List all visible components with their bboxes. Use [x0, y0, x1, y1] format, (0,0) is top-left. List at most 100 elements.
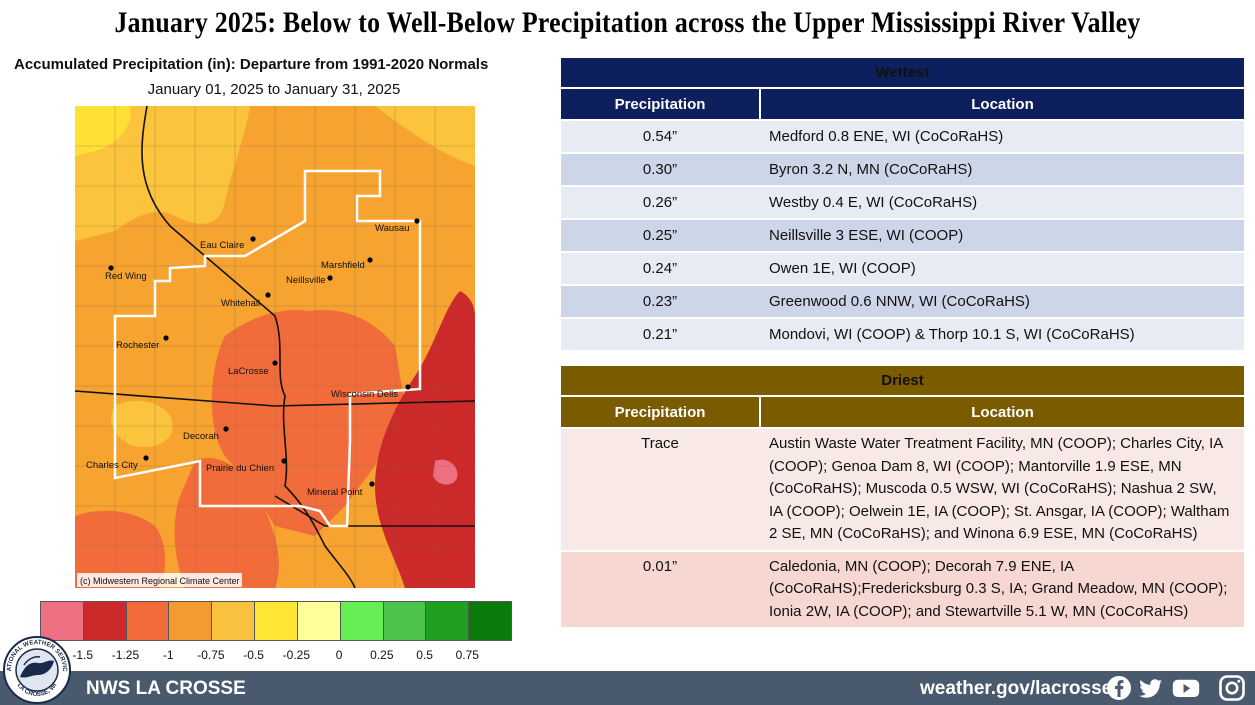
city-label: Charles City: [86, 460, 138, 471]
legend-swatch: [83, 602, 127, 640]
precip-value: 0.30”: [561, 154, 759, 185]
location-value: Mondovi, WI (COOP) & Thorp 10.1 S, WI (C…: [759, 319, 1244, 350]
map-title: Accumulated Precipitation (in): Departur…: [14, 56, 489, 73]
legend-tick-label: -1: [162, 648, 174, 662]
legend-swatch: [469, 602, 511, 640]
wettest-col-location: Location: [759, 89, 1244, 119]
table-row: 0.21” Mondovi, WI (COOP) & Thorp 10.1 S, …: [561, 319, 1244, 350]
city-marker: [414, 218, 420, 224]
location-value: Medford 0.8 ENE, WI (CoCoRaHS): [759, 121, 1244, 152]
legend-swatch: [41, 602, 84, 640]
city-label: Neillsville: [286, 275, 326, 286]
precip-value: 0.23”: [561, 286, 759, 317]
wettest-col-precipitation: Precipitation: [561, 89, 759, 119]
city-label: Marshfield: [321, 260, 365, 271]
map-yellow-region: [75, 106, 250, 241]
map-credit-bg: [77, 573, 242, 587]
legend-tick-label: 0: [335, 648, 343, 662]
city-marker: [369, 481, 375, 487]
location-value: Neillsville 3 ESE, WI (COOP): [759, 220, 1244, 251]
city-label: Mineral Point: [307, 487, 363, 498]
table-row: 0.01” Caledonia, MN (COOP); Decorah 7.9 E…: [561, 551, 1244, 627]
legend-tick-label: -1.25: [111, 648, 140, 662]
precip-value: 0.54”: [561, 121, 759, 152]
map-dark-red-region: [375, 291, 475, 588]
precip-value: 0.21”: [561, 319, 759, 350]
legend-swatch: [255, 602, 298, 640]
city-label: Red Wing: [105, 271, 147, 282]
legend-tick-label: -1.5: [72, 648, 94, 662]
table-row: Trace Austin Waste Water Treatment Facili…: [561, 429, 1244, 550]
city-label: Wisconsin Dells: [331, 389, 398, 400]
table-row: 0.24” Owen 1E, WI (COOP): [561, 253, 1244, 284]
city-marker: [223, 426, 229, 432]
city-label: Decorah: [183, 431, 219, 442]
wettest-header: Wettest: [561, 58, 1244, 87]
map-credit: (c) Midwestern Regional Climate Center: [80, 576, 240, 586]
precip-value: 0.01”: [561, 551, 759, 627]
city-label: Prairie du Chien: [206, 463, 274, 474]
table-row: 0.30” Byron 3.2 N, MN (CoCoRaHS): [561, 154, 1244, 185]
precip-value: 0.25”: [561, 220, 759, 251]
city-marker: [163, 335, 169, 341]
youtube-icon[interactable]: [1172, 674, 1200, 702]
city-label: Wausau: [375, 223, 410, 234]
precip-value: 0.24”: [561, 253, 759, 284]
legend-swatch: [426, 602, 470, 640]
location-value: Byron 3.2 N, MN (CoCoRaHS): [759, 154, 1244, 185]
precip-value: Trace: [561, 429, 759, 550]
legend-swatch: [297, 602, 341, 640]
map-bright-yellow-region: [75, 106, 131, 156]
table-row: 0.23” Greenwood 0.6 NNW, WI (CoCoRaHS): [561, 286, 1244, 317]
city-marker: [143, 455, 149, 461]
map-date-range: January 01, 2025 to January 31, 2025: [147, 81, 401, 98]
legend-swatch: [212, 602, 256, 640]
twitter-icon[interactable]: [1137, 674, 1165, 702]
city-marker: [250, 236, 256, 242]
footer-bar: NWS LA CROSSE weather.gov/lacrosse: [0, 671, 1255, 705]
driest-col-precipitation: Precipitation: [561, 397, 759, 427]
city-marker: [272, 360, 278, 366]
map-orange-red-region: [211, 310, 405, 536]
precip-value: 0.26”: [561, 187, 759, 218]
driest-table: Driest Precipitation Location Trace Austi…: [561, 364, 1244, 629]
city-marker: [108, 265, 114, 271]
legend-tick-label: -0.25: [282, 648, 311, 662]
legend-tick-label: -0.75: [197, 648, 225, 662]
legend-swatch: [169, 602, 213, 640]
map-yellow-region-southwest: [111, 400, 173, 447]
page-title: January 2025: Below to Well-Below Precip…: [114, 6, 1141, 39]
city-marker: [327, 275, 333, 281]
driest-col-location: Location: [759, 397, 1244, 427]
map-yellow-region-east: [375, 106, 475, 166]
map-orange-red-region-sw: [75, 510, 165, 588]
city-label: Rochester: [116, 340, 159, 351]
facebook-icon[interactable]: [1105, 674, 1133, 702]
table-row: 0.54” Medford 0.8 ENE, WI (CoCoRaHS): [561, 121, 1244, 152]
location-value: Owen 1E, WI (COOP): [759, 253, 1244, 284]
location-value: Caledonia, MN (COOP); Decorah 7.9 ENE, I…: [759, 551, 1244, 627]
legend-tick-label: 0.25: [370, 648, 394, 662]
color-legend: [40, 601, 512, 641]
website-link[interactable]: weather.gov/lacrosse: [920, 678, 1113, 699]
legend-tick-label: 0.5: [416, 648, 433, 662]
city-markers: Eau Claire Wausau Red Wing Marshfield Neills…: [86, 218, 420, 498]
legend-swatch: [340, 602, 384, 640]
city-marker: [367, 257, 373, 263]
cwa-boundary: [113, 169, 422, 528]
location-value: Greenwood 0.6 NNW, WI (CoCoRaHS): [759, 286, 1244, 317]
city-label: LaCrosse: [228, 366, 269, 377]
location-value: Westby 0.4 E, WI (CoCoRaHS): [759, 187, 1244, 218]
office-name: NWS LA CROSSE: [86, 678, 246, 699]
legend-tick-label: 0.75: [455, 648, 479, 662]
wettest-table: Wettest Precipitation Location 0.54” Medf…: [561, 56, 1244, 352]
city-marker: [265, 292, 271, 298]
legend-swatch: [126, 602, 170, 640]
city-marker: [405, 384, 411, 390]
instagram-icon[interactable]: [1218, 674, 1246, 702]
legend-ticks: -1.5 -1.25 -1 -0.75 -0.5 -0.25 0 0.25 0.5 0.75: [40, 648, 510, 664]
city-marker: [281, 458, 287, 464]
legend-tick-label: -0.5: [243, 648, 264, 662]
table-row: 0.26” Westby 0.4 E, WI (CoCoRaHS): [561, 187, 1244, 218]
table-row: 0.25” Neillsville 3 ESE, WI (COOP): [561, 220, 1244, 251]
